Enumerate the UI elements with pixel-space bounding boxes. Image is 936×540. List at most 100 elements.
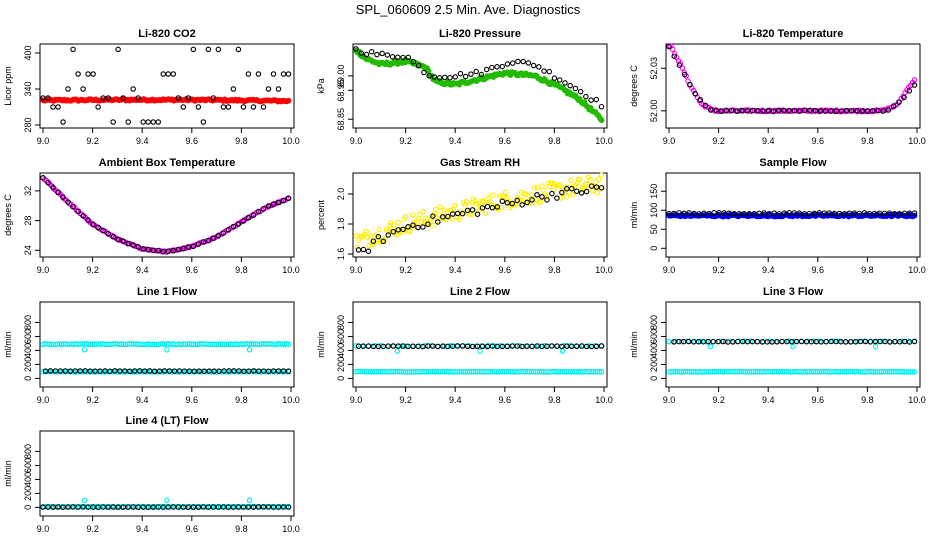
data-point — [671, 210, 677, 217]
data-point — [489, 343, 496, 349]
data-point — [504, 61, 511, 67]
data-point — [516, 343, 523, 349]
x-tick-label: 9.4 — [136, 265, 149, 275]
data-point — [588, 343, 595, 350]
data-point — [410, 59, 417, 65]
x-tick-label: 9.0 — [37, 524, 50, 534]
data-point — [765, 107, 772, 114]
data-point — [559, 189, 565, 196]
data-point — [285, 368, 292, 374]
data-point — [415, 343, 421, 350]
data-point — [55, 104, 61, 110]
data-point — [828, 108, 834, 114]
data-point — [275, 368, 282, 374]
data-point — [135, 244, 141, 250]
data-point — [285, 341, 292, 348]
data-point — [549, 190, 555, 197]
data-point — [40, 369, 46, 375]
y-tick-label: 150 — [649, 184, 659, 199]
data-point — [270, 368, 277, 374]
x-tick-label: 9.6 — [812, 136, 825, 146]
y-tick-label: 600 — [649, 329, 659, 344]
data-point — [425, 221, 431, 227]
data-point — [379, 50, 385, 57]
data-point — [509, 60, 516, 66]
data-point — [235, 221, 242, 227]
data-point — [415, 62, 422, 69]
data-point — [250, 104, 257, 110]
data-point — [141, 368, 148, 374]
data-point — [771, 210, 777, 216]
data-point — [697, 97, 704, 103]
data-point — [225, 226, 232, 233]
data-point — [220, 104, 227, 110]
data-point — [85, 71, 91, 77]
data-point — [546, 68, 553, 75]
data-point — [170, 71, 177, 77]
x-tick-label: 9.2 — [399, 265, 412, 275]
x-tick-label: 9.2 — [712, 136, 725, 146]
x-tick-label: 9.6 — [186, 265, 199, 275]
data-point — [102, 368, 108, 374]
data-point — [891, 210, 898, 217]
data-point — [568, 177, 574, 184]
data-point — [77, 368, 83, 374]
y-tick-label: 0 — [23, 376, 33, 381]
data-point — [260, 504, 267, 510]
data-point — [584, 181, 590, 188]
y-tick-label: 600 — [23, 329, 33, 344]
data-point — [122, 368, 128, 374]
data-point — [598, 343, 605, 349]
data-point — [523, 191, 529, 198]
y-tick-label: 200 — [649, 357, 659, 372]
data-point — [781, 210, 787, 216]
data-point — [67, 368, 74, 374]
data-point — [145, 504, 151, 510]
data-point — [110, 504, 116, 510]
data-point — [482, 210, 489, 217]
plot-frame — [352, 172, 608, 258]
data-point — [90, 504, 96, 510]
data-point — [399, 229, 406, 235]
data-point — [120, 504, 126, 510]
data-point — [50, 504, 56, 510]
data-point — [598, 369, 605, 375]
data-point — [515, 58, 521, 65]
plot-frame — [665, 301, 921, 388]
data-point — [395, 227, 401, 233]
data-point — [394, 348, 401, 354]
panel-sflow: Sample Flow ml/min 9.0 9.2 9.4 9.6 9.8 10.0 0 50 1… — [629, 157, 926, 275]
data-point — [906, 88, 913, 94]
data-point — [817, 108, 824, 114]
data-point — [770, 108, 777, 114]
data-point — [395, 219, 401, 226]
data-point — [504, 200, 511, 206]
series-minute-data — [353, 47, 605, 124]
data-point — [731, 211, 737, 217]
data-point — [265, 86, 272, 92]
data-point — [136, 368, 143, 374]
data-point — [449, 343, 456, 349]
data-point — [440, 343, 446, 349]
data-point — [598, 172, 605, 178]
data-point — [150, 119, 156, 125]
data-point — [200, 504, 207, 510]
data-point — [442, 74, 448, 81]
data-point — [380, 343, 387, 350]
y-axis-label: Licor ppm — [3, 66, 13, 106]
x-tick-label: 10.0 — [908, 136, 926, 146]
data-point — [256, 368, 262, 374]
panel-title: Sample Flow — [759, 157, 827, 169]
data-point — [775, 107, 782, 114]
data-point — [431, 74, 438, 80]
x-tick-label: 9.6 — [499, 395, 512, 405]
data-point — [564, 343, 570, 349]
data-point — [756, 210, 762, 217]
series-2-5-min-average — [353, 46, 605, 110]
data-point — [270, 71, 277, 77]
data-point — [499, 198, 506, 205]
data-point — [596, 368, 603, 375]
data-point — [472, 343, 479, 349]
data-point — [666, 210, 672, 217]
data-point — [519, 202, 525, 208]
